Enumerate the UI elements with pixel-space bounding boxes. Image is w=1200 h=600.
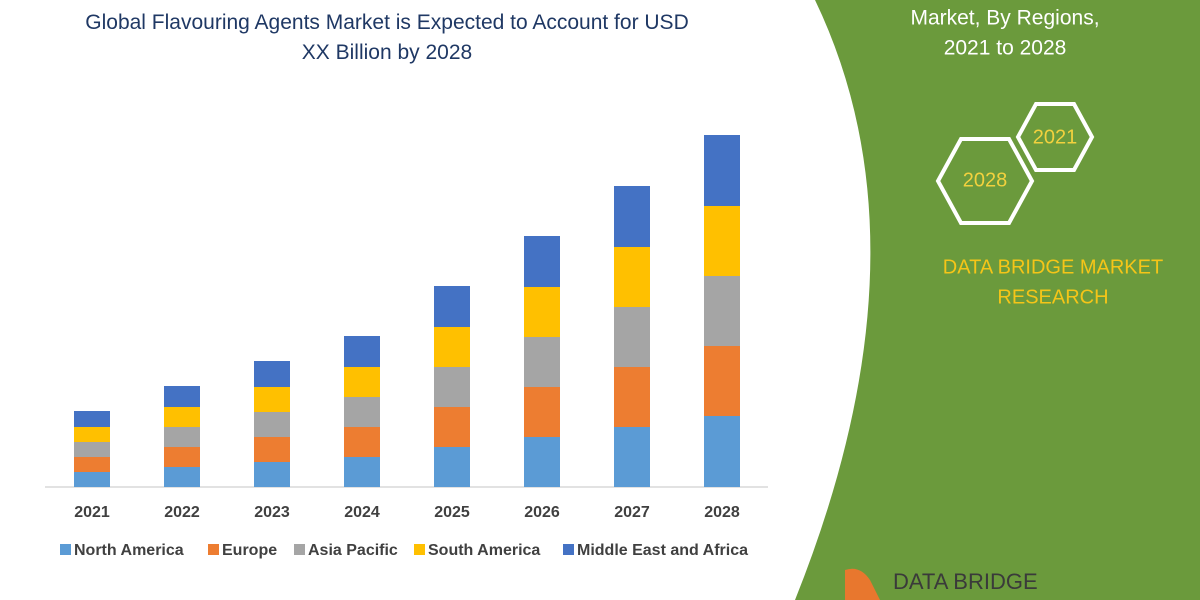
side-panel — [795, 0, 1200, 600]
bar-segment — [164, 447, 200, 467]
chart-title: Global Flavouring Agents Market is Expec… — [85, 11, 689, 64]
bar-segment — [434, 407, 470, 447]
legend-label: South America — [428, 542, 540, 559]
legend-swatch — [294, 544, 305, 555]
bar-segment — [74, 457, 110, 472]
panel-heading: 2021 to 2028 — [944, 37, 1067, 60]
brand-text: DATA BRIDGE MARKET — [943, 256, 1163, 278]
bar-segment — [344, 397, 380, 427]
x-tick-label: 2024 — [344, 504, 380, 521]
logo-text: DATA BRIDGE — [893, 569, 1038, 594]
bar-segment — [704, 276, 740, 346]
bar-segment — [704, 135, 740, 206]
bar-segment — [254, 437, 290, 462]
legend-swatch — [208, 544, 219, 555]
hexagon — [935, 137, 1035, 225]
bar-segment — [254, 412, 290, 437]
bar-segment — [524, 287, 560, 337]
bar-segment — [164, 467, 200, 487]
x-tick-label: 2023 — [254, 504, 290, 521]
bar-segment — [434, 367, 470, 407]
bar-segment — [254, 361, 290, 387]
bar-segment — [344, 457, 380, 487]
hexagon-label: 2028 — [963, 169, 1008, 191]
legend-label: Middle East and Africa — [577, 542, 748, 559]
bar-segment — [254, 462, 290, 487]
bar-segment — [524, 236, 560, 287]
x-tick-label: 2021 — [74, 504, 110, 521]
bar-segment — [164, 427, 200, 447]
bar-segment — [614, 427, 650, 487]
legend-label: North America — [74, 542, 184, 559]
bar-segment — [614, 186, 650, 247]
bar-segment — [614, 247, 650, 307]
bar-segment — [524, 437, 560, 487]
bar-segment — [74, 411, 110, 427]
bar-segment — [344, 367, 380, 397]
bar-segment — [614, 367, 650, 427]
bar-segment — [434, 447, 470, 487]
x-tick-label: 2026 — [524, 504, 560, 521]
brand-text: RESEARCH — [997, 286, 1108, 308]
bar-segment — [164, 386, 200, 407]
x-tick-label: 2027 — [614, 504, 650, 521]
bar-segment — [524, 387, 560, 437]
bar-segment — [344, 336, 380, 367]
hexagon — [1015, 102, 1095, 172]
x-tick-label: 2028 — [704, 504, 740, 521]
bar-segment — [434, 327, 470, 367]
legend-swatch — [60, 544, 71, 555]
bar-segment — [74, 427, 110, 442]
panel-heading: Market, By Regions, — [910, 7, 1099, 30]
x-tick-label: 2022 — [164, 504, 200, 521]
bar-segment — [254, 387, 290, 412]
legend-swatch — [414, 544, 425, 555]
bar-segment — [524, 337, 560, 387]
bar-segment — [614, 307, 650, 367]
bar-segment — [704, 416, 740, 487]
bar-segment — [344, 427, 380, 457]
hexagon-label: 2021 — [1033, 126, 1078, 148]
x-tick-label: 2025 — [434, 504, 470, 521]
logo-icon — [845, 568, 880, 600]
bar-segment — [704, 206, 740, 276]
bar-segment — [74, 442, 110, 457]
legend-label: Europe — [222, 542, 277, 559]
bar-segment — [164, 407, 200, 427]
legend-label: Asia Pacific — [308, 542, 398, 559]
legend-swatch — [563, 544, 574, 555]
bar-segment — [74, 472, 110, 487]
bar-segment — [434, 286, 470, 327]
bar-segment — [704, 346, 740, 416]
